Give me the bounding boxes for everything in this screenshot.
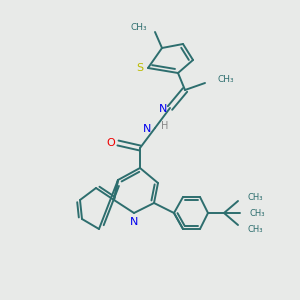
Text: O: O [106,138,116,148]
Text: S: S [136,63,144,73]
Text: N: N [130,217,138,227]
Text: CH₃: CH₃ [248,224,263,233]
Text: CH₃: CH₃ [217,76,234,85]
Text: CH₃: CH₃ [248,193,263,202]
Text: N: N [159,104,167,114]
Text: CH₃: CH₃ [250,208,266,217]
Text: CH₃: CH₃ [130,22,147,32]
Text: N: N [143,124,151,134]
Text: H: H [161,121,169,131]
